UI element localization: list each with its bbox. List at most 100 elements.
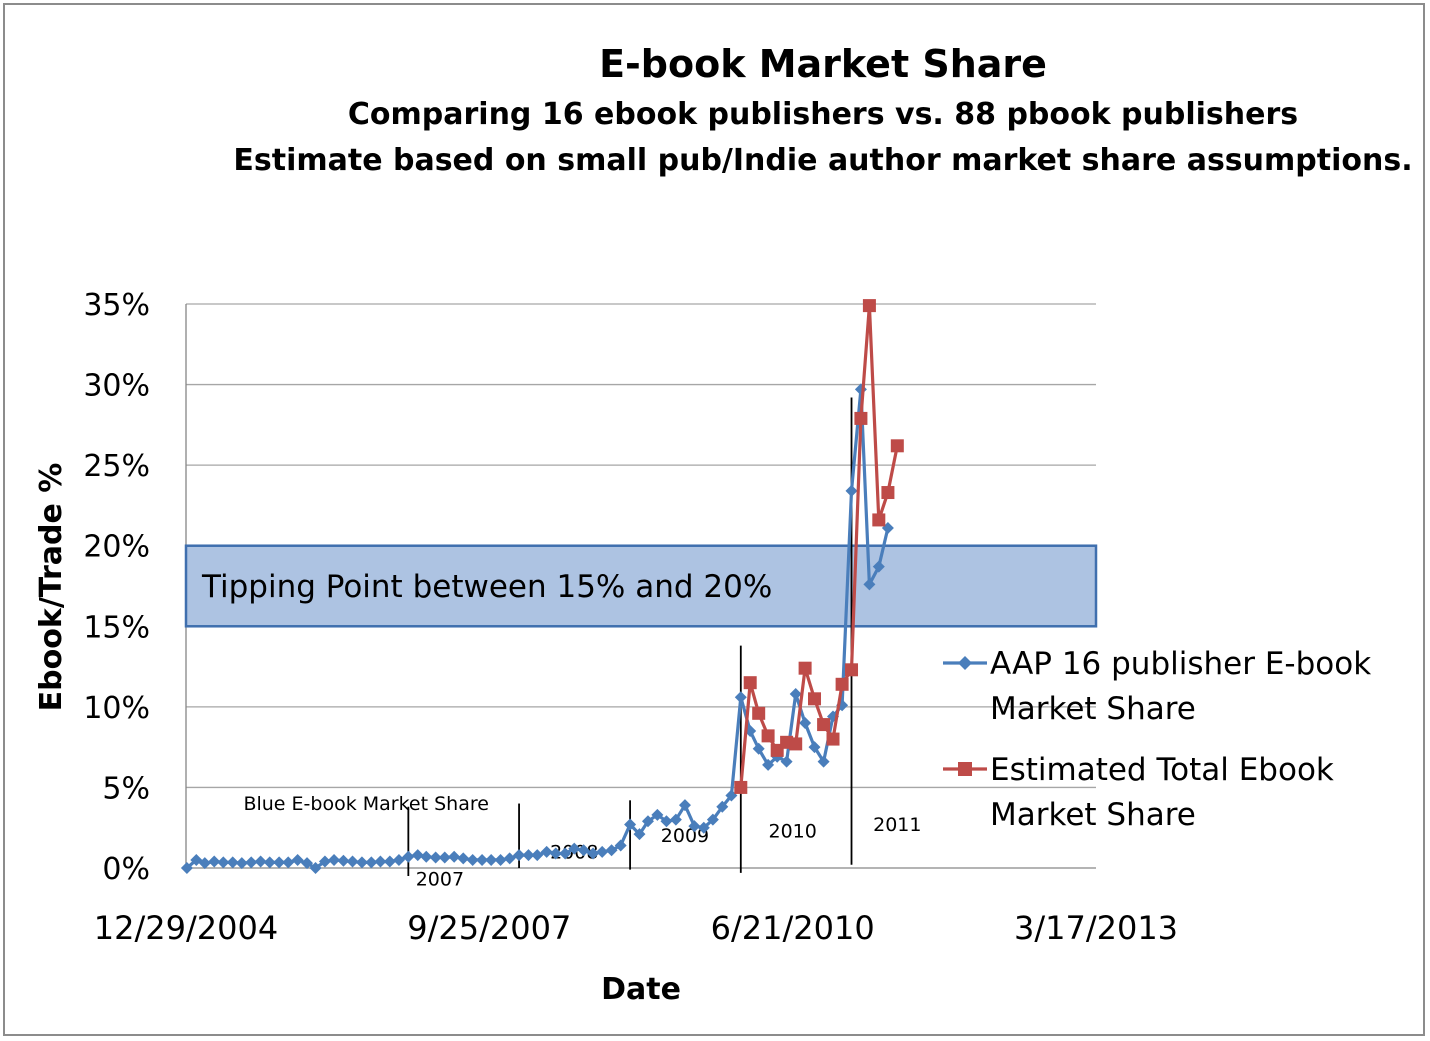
legend-marker <box>958 656 972 670</box>
annotation-label: 2009 <box>661 825 709 847</box>
data-point <box>734 691 747 704</box>
chart-title: E-book Market Share <box>599 42 1047 86</box>
data-point <box>808 692 822 706</box>
legend-label: Market Share <box>990 797 1196 833</box>
data-point <box>706 813 719 826</box>
legend-label: Market Share <box>990 691 1196 727</box>
data-point <box>374 855 387 868</box>
data-point <box>743 676 757 690</box>
annotation-label: 2011 <box>873 814 921 836</box>
data-point <box>798 661 812 675</box>
data-point <box>448 850 461 863</box>
data-point <box>429 851 442 864</box>
data-point <box>540 845 553 858</box>
data-point <box>789 687 802 700</box>
data-point <box>862 299 876 313</box>
legend: AAP 16 publisher E-book Market Share Estim… <box>943 646 1371 833</box>
y-tick-label: 35% <box>83 288 150 323</box>
annotation-label: 2010 <box>768 820 816 842</box>
y-tick-label: 5% <box>102 771 150 806</box>
y-axis-title: Ebook/Trade % <box>34 463 69 712</box>
data-point <box>559 847 572 860</box>
data-point <box>863 578 876 591</box>
data-point <box>522 849 535 862</box>
data-point <box>392 853 405 866</box>
data-point <box>761 729 775 743</box>
data-point <box>226 856 239 869</box>
data-point <box>678 799 691 812</box>
data-point <box>301 857 314 870</box>
data-point <box>273 856 286 869</box>
data-point <box>752 742 765 755</box>
series-2 <box>734 299 904 794</box>
data-point <box>254 855 267 868</box>
data-point <box>513 849 526 862</box>
data-point <box>799 716 812 729</box>
data-point <box>808 741 821 754</box>
tipping-point-label: Tipping Point between 15% and 20% <box>201 569 772 605</box>
data-point <box>365 856 378 869</box>
data-point <box>633 828 646 841</box>
data-point <box>614 839 627 852</box>
data-point <box>263 856 276 869</box>
data-point <box>669 813 682 826</box>
x-tick-labels: 12/29/2004 9/25/2007 6/21/2010 3/17/2013 <box>94 909 1178 947</box>
data-point <box>890 439 904 453</box>
data-point <box>494 853 507 866</box>
annotation-label: Blue E-book Market Share <box>243 793 488 815</box>
data-point <box>845 484 858 497</box>
tipping-point-rect <box>184 544 1098 628</box>
x-tick-label: 12/29/2004 <box>94 909 278 947</box>
data-point <box>466 853 479 866</box>
data-point <box>383 855 396 868</box>
y-tick-label: 30% <box>83 369 150 404</box>
data-point <box>457 852 470 865</box>
y-tick-labels: 0% 5% 10% 15% 20% 25% 30% 35% <box>83 288 150 887</box>
data-point <box>835 677 849 691</box>
data-point <box>587 847 600 860</box>
data-point <box>411 849 424 862</box>
data-point <box>624 818 637 831</box>
data-point <box>318 855 331 868</box>
data-point <box>476 853 489 866</box>
y-tick-label: 0% <box>102 852 150 887</box>
data-point <box>309 862 322 874</box>
data-point <box>568 842 581 855</box>
y-tick-label: 25% <box>83 449 150 484</box>
legend-marker <box>958 762 972 776</box>
chart-subtitle-line-2: Estimate based on small pub/Indie author… <box>233 143 1412 178</box>
data-point <box>780 755 793 768</box>
data-point <box>872 560 885 573</box>
data-point <box>697 821 710 834</box>
tipping-point-band: Tipping Point between 15% and 20% <box>184 544 1098 628</box>
data-point <box>881 486 895 500</box>
data-point <box>337 854 350 867</box>
data-point <box>872 513 886 527</box>
data-point <box>716 800 729 813</box>
x-tick-label: 3/17/2013 <box>1014 909 1178 947</box>
data-point <box>180 862 193 874</box>
y-tick-label: 15% <box>83 610 150 645</box>
data-point <box>217 856 230 869</box>
data-point <box>577 844 590 857</box>
data-point <box>789 737 803 751</box>
annotations: Blue E-book Market Share2007200820092010… <box>243 793 921 891</box>
data-point <box>596 845 609 858</box>
data-point <box>485 853 498 866</box>
data-point <box>752 706 766 720</box>
data-point <box>762 758 775 771</box>
data-point <box>420 850 433 863</box>
x-tick-label: 6/21/2010 <box>711 909 875 947</box>
data-point <box>651 808 664 821</box>
data-point <box>845 663 859 677</box>
data-point <box>854 411 868 425</box>
data-point <box>282 856 295 869</box>
data-point <box>688 820 701 833</box>
data-point <box>817 755 830 768</box>
data-point <box>734 780 748 794</box>
series <box>180 299 904 874</box>
data-point <box>328 853 341 866</box>
annotation-label: 2007 <box>416 869 464 891</box>
series-1 <box>180 383 894 874</box>
data-point <box>198 857 211 870</box>
